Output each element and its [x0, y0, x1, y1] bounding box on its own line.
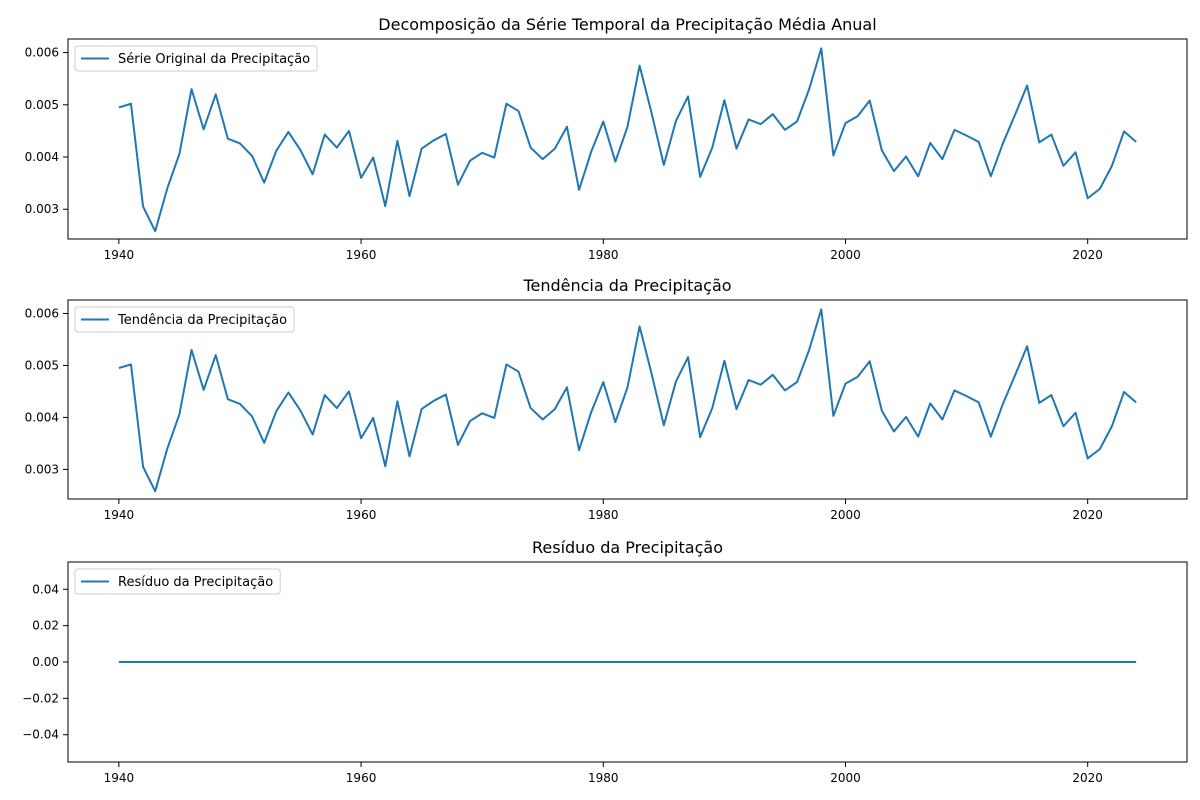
legend: Tendência da Precipitação: [74, 306, 295, 333]
legend-box: [74, 306, 295, 333]
panel-original-series: Decomposição da Série Temporal da Precip…: [25, 15, 1188, 262]
y-tick-label: 0.004: [25, 150, 59, 164]
y-tick-label: −0.04: [22, 728, 59, 742]
x-tick-label: 1980: [588, 508, 619, 522]
y-tick-label: 0.003: [25, 462, 59, 476]
y-tick-label: 0.04: [32, 582, 59, 596]
y-tick-label: 0.006: [25, 46, 59, 60]
x-tick-label: 1960: [346, 508, 377, 522]
y-tick-label: 0.004: [25, 410, 59, 424]
y-tick-label: −0.02: [22, 691, 59, 705]
legend-box: [74, 45, 318, 72]
x-tick-label: 1960: [346, 248, 377, 262]
legend-label: Série Original da Precipitação: [118, 52, 310, 67]
y-tick-label: 0.006: [25, 307, 59, 321]
panel-trend: Tendência da Precipitação 1940 1960 1980 200…: [25, 276, 1188, 522]
chart-title: Tendência da Precipitação: [522, 276, 731, 295]
axes-frame: [67, 38, 1188, 240]
y-tick-label: 0.005: [25, 98, 59, 112]
x-tick-label: 1940: [104, 508, 135, 522]
legend-label: Tendência da Precipitação: [117, 313, 287, 328]
series-line: [118, 47, 1137, 233]
x-tick-label: 1980: [588, 771, 619, 785]
x-tick-label: 2020: [1072, 248, 1103, 262]
y-tick-label: 0.02: [32, 619, 59, 633]
x-tick-label: 1960: [346, 771, 377, 785]
x-tick-label: 2020: [1072, 771, 1103, 785]
x-tick-label: 2000: [830, 248, 861, 262]
legend: Resíduo da Precipitação: [74, 568, 281, 595]
legend: Série Original da Precipitação: [74, 45, 318, 72]
x-tick-label: 2020: [1072, 508, 1103, 522]
chart-title: Resíduo da Precipitação: [532, 538, 723, 557]
chart-title: Decomposição da Série Temporal da Precip…: [378, 15, 876, 34]
y-tick-label: 0.005: [25, 358, 59, 372]
x-tick-label: 1940: [104, 771, 135, 785]
panel-residual: Resíduo da Precipitação 1940 1960 1980 2000 2…: [22, 538, 1188, 785]
y-tick-label: 0.003: [25, 202, 59, 216]
legend-label: Resíduo da Precipitação: [118, 575, 273, 590]
series-line: [118, 308, 1137, 493]
y-tick-label: 0.00: [32, 655, 59, 669]
axes-frame: [67, 299, 1188, 500]
x-tick-label: 2000: [830, 508, 861, 522]
legend-box: [74, 568, 281, 595]
x-tick-label: 2000: [830, 771, 861, 785]
x-tick-label: 1940: [104, 248, 135, 262]
x-tick-label: 1980: [588, 248, 619, 262]
